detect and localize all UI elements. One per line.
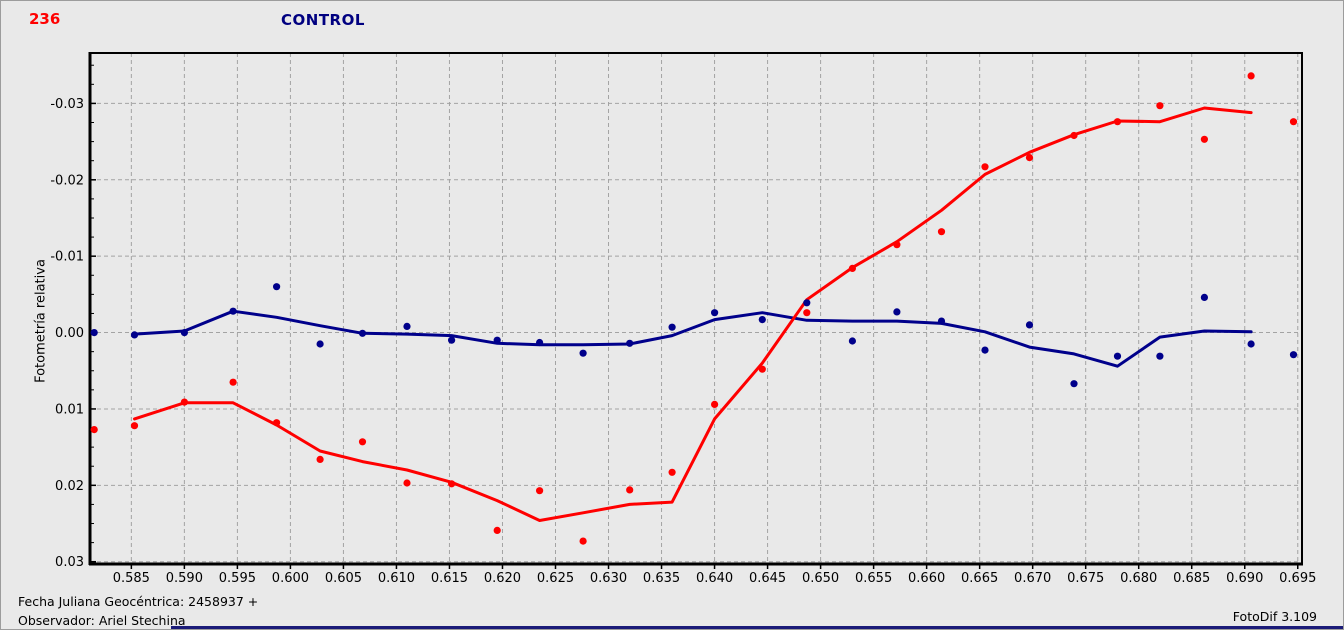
svg-text:0.685: 0.685 xyxy=(1173,571,1210,586)
svg-text:0.665: 0.665 xyxy=(961,571,998,586)
julian-date-footer: Fecha Juliana Geocéntrica: 2458937 + xyxy=(18,594,259,609)
observer-footer: Observador: Ariel Stechina xyxy=(18,613,186,628)
svg-text:0.595: 0.595 xyxy=(219,571,256,586)
svg-text:0.640: 0.640 xyxy=(696,571,733,586)
svg-text:0.650: 0.650 xyxy=(802,571,839,586)
svg-text:-0.02: -0.02 xyxy=(50,173,84,188)
svg-text:0.670: 0.670 xyxy=(1014,571,1051,586)
svg-text:0.675: 0.675 xyxy=(1067,571,1104,586)
svg-text:0.660: 0.660 xyxy=(908,571,945,586)
svg-text:0.620: 0.620 xyxy=(484,571,521,586)
svg-text:-0.01: -0.01 xyxy=(50,250,84,265)
svg-text:0.655: 0.655 xyxy=(855,571,892,586)
svg-text:0.635: 0.635 xyxy=(643,571,680,586)
svg-text:0.610: 0.610 xyxy=(378,571,415,586)
svg-text:0.600: 0.600 xyxy=(272,571,309,586)
svg-text:0.645: 0.645 xyxy=(749,571,786,586)
svg-text:0.605: 0.605 xyxy=(325,571,362,586)
svg-text:0.02: 0.02 xyxy=(55,479,84,494)
asteroid-number-label: 236 xyxy=(29,10,61,28)
svg-text:0.625: 0.625 xyxy=(537,571,574,586)
svg-text:0.00: 0.00 xyxy=(55,326,84,341)
svg-text:0.695: 0.695 xyxy=(1279,571,1316,586)
svg-text:-0.03: -0.03 xyxy=(50,97,84,112)
chart-title: CONTROL xyxy=(281,11,365,29)
bottom-window-strip xyxy=(171,626,1343,629)
svg-text:0.01: 0.01 xyxy=(55,402,84,417)
svg-text:0.615: 0.615 xyxy=(431,571,468,586)
svg-text:0.585: 0.585 xyxy=(113,571,150,586)
svg-text:0.03: 0.03 xyxy=(55,555,84,570)
svg-text:0.590: 0.590 xyxy=(166,571,203,586)
app-version-label: FotoDif 3.109 xyxy=(1232,609,1317,624)
svg-text:0.690: 0.690 xyxy=(1226,571,1263,586)
svg-text:0.630: 0.630 xyxy=(590,571,627,586)
svg-text:0.680: 0.680 xyxy=(1120,571,1157,586)
